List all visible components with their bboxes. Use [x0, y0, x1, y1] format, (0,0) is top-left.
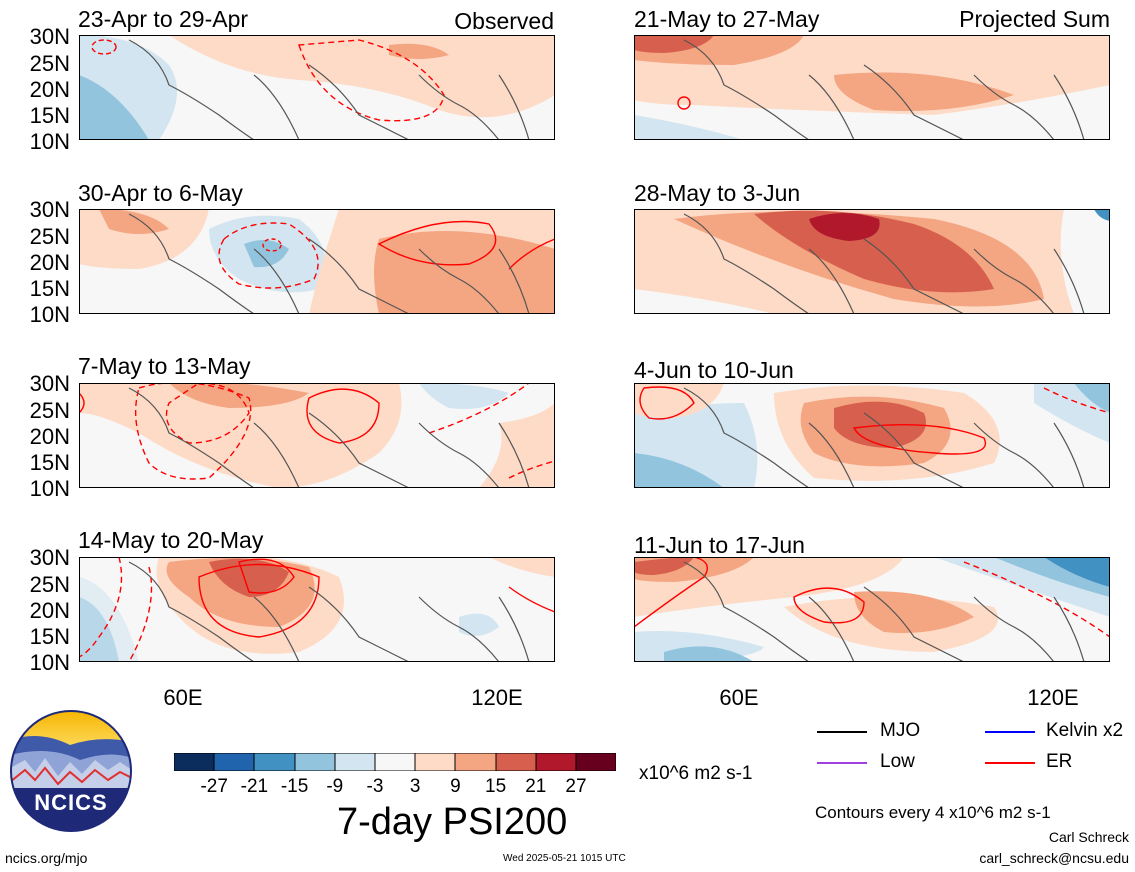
panel-title-3: 30-Apr to 6-May: [78, 180, 243, 206]
footer-email: carl_schreck@ncsu.edu: [979, 850, 1129, 866]
colorbar-cell: [576, 753, 617, 771]
contour-note: Contours every 4 x10^6 m2 s-1: [815, 803, 1051, 822]
colorbar-cell: [415, 753, 456, 771]
y-tick-10n: 10N: [29, 302, 70, 327]
y-tick-15n: 15N: [29, 450, 70, 475]
y-tick-15n: 15N: [29, 103, 70, 128]
panel-title-6: 4-Jun to 10-Jun: [634, 357, 794, 383]
panel-title-4: 28-May to 3-Jun: [634, 180, 801, 206]
x-tick-120e-left: 120E: [471, 685, 523, 710]
y-tick-30n: 30N: [29, 197, 70, 222]
colorbar-label: 15: [485, 776, 507, 797]
colorbar-cell: [375, 753, 416, 771]
logo-text: NCICS: [34, 790, 107, 815]
y-tick-20n: 20N: [29, 424, 70, 449]
colorbar-label: -9: [326, 776, 344, 797]
footer-url: ncics.org/mjo: [5, 850, 88, 866]
colorbar-cell: [535, 753, 576, 771]
colorbar-label: -3: [366, 776, 384, 797]
colorbar-cell: [294, 753, 335, 771]
colorbar-label: -21: [240, 776, 269, 797]
ncics-logo: NCICS: [10, 710, 132, 837]
colorbar-cell: [174, 753, 215, 771]
colorbar-units: x10^6 m2 s-1: [639, 763, 753, 784]
legend-label-low: Low: [880, 751, 915, 772]
map-panel-2: [634, 35, 1110, 140]
panel-title-5: 7-May to 13-May: [78, 353, 251, 379]
map-panel-1: [79, 35, 555, 140]
map-panel-7: [79, 557, 555, 662]
colorbar-label: -27: [200, 776, 228, 797]
colorbar-label: -15: [280, 776, 309, 797]
y-tick-30n: 30N: [29, 24, 70, 49]
map-panel-3: [79, 209, 555, 314]
y-tick-15n: 15N: [29, 624, 70, 649]
legend-line-low: [817, 762, 867, 764]
y-tick-10n: 10N: [29, 650, 70, 675]
main-title: 7-day PSI200: [337, 801, 568, 843]
map-panel-6: [634, 383, 1110, 488]
legend-line-mjo: [817, 731, 867, 733]
x-tick-60e-left: 60E: [163, 685, 203, 710]
footer-author: Carl Schreck: [1048, 829, 1129, 845]
panel-title-1: 23-Apr to 29-Apr: [78, 6, 249, 32]
map-panel-4: [634, 209, 1110, 314]
y-tick-15n: 15N: [29, 276, 70, 301]
colorbar-cell: [214, 753, 255, 771]
colorbar-cell: [334, 753, 375, 771]
y-tick-10n: 10N: [29, 476, 70, 501]
footer-timestamp: Wed 2025-05-21 1015 UTC: [503, 853, 626, 864]
y-tick-20n: 20N: [29, 250, 70, 275]
panel-title-8: 11-Jun to 17-Jun: [634, 532, 805, 558]
colorbar-cell: [455, 753, 496, 771]
colorbar-label: 21: [525, 776, 547, 797]
map-panel-8: [634, 557, 1110, 662]
map-panel-5: [79, 383, 555, 488]
y-tick-30n: 30N: [29, 545, 70, 570]
colorbar-label: 3: [409, 776, 421, 797]
legend-label-mjo: MJO: [880, 720, 921, 741]
y-tick-25n: 25N: [29, 224, 70, 249]
x-tick-60e-right: 60E: [719, 685, 759, 710]
panel-corner-observed: Observed: [454, 8, 554, 34]
y-tick-10n: 10N: [29, 129, 70, 154]
colorbar-label: 9: [450, 776, 461, 797]
x-tick-120e-right: 120E: [1027, 685, 1079, 710]
colorbar-cell: [254, 753, 295, 771]
panel-corner-projected: Projected Sum: [959, 6, 1110, 32]
colorbar-cell: [495, 753, 536, 771]
panel-title-7: 14-May to 20-May: [78, 527, 264, 553]
y-tick-25n: 25N: [29, 398, 70, 423]
y-tick-30n: 30N: [29, 371, 70, 396]
legend-line-kelvin: [985, 731, 1035, 733]
legend-line-er: [985, 762, 1035, 764]
colorbar-label: 27: [565, 776, 587, 797]
legend-label-er: ER: [1046, 751, 1073, 772]
panel-title-2: 21-May to 27-May: [634, 6, 820, 32]
y-tick-25n: 25N: [29, 51, 70, 76]
y-tick-20n: 20N: [29, 598, 70, 623]
legend-label-kelvin: Kelvin x2: [1046, 720, 1124, 741]
y-tick-25n: 25N: [29, 572, 70, 597]
y-tick-20n: 20N: [29, 77, 70, 102]
